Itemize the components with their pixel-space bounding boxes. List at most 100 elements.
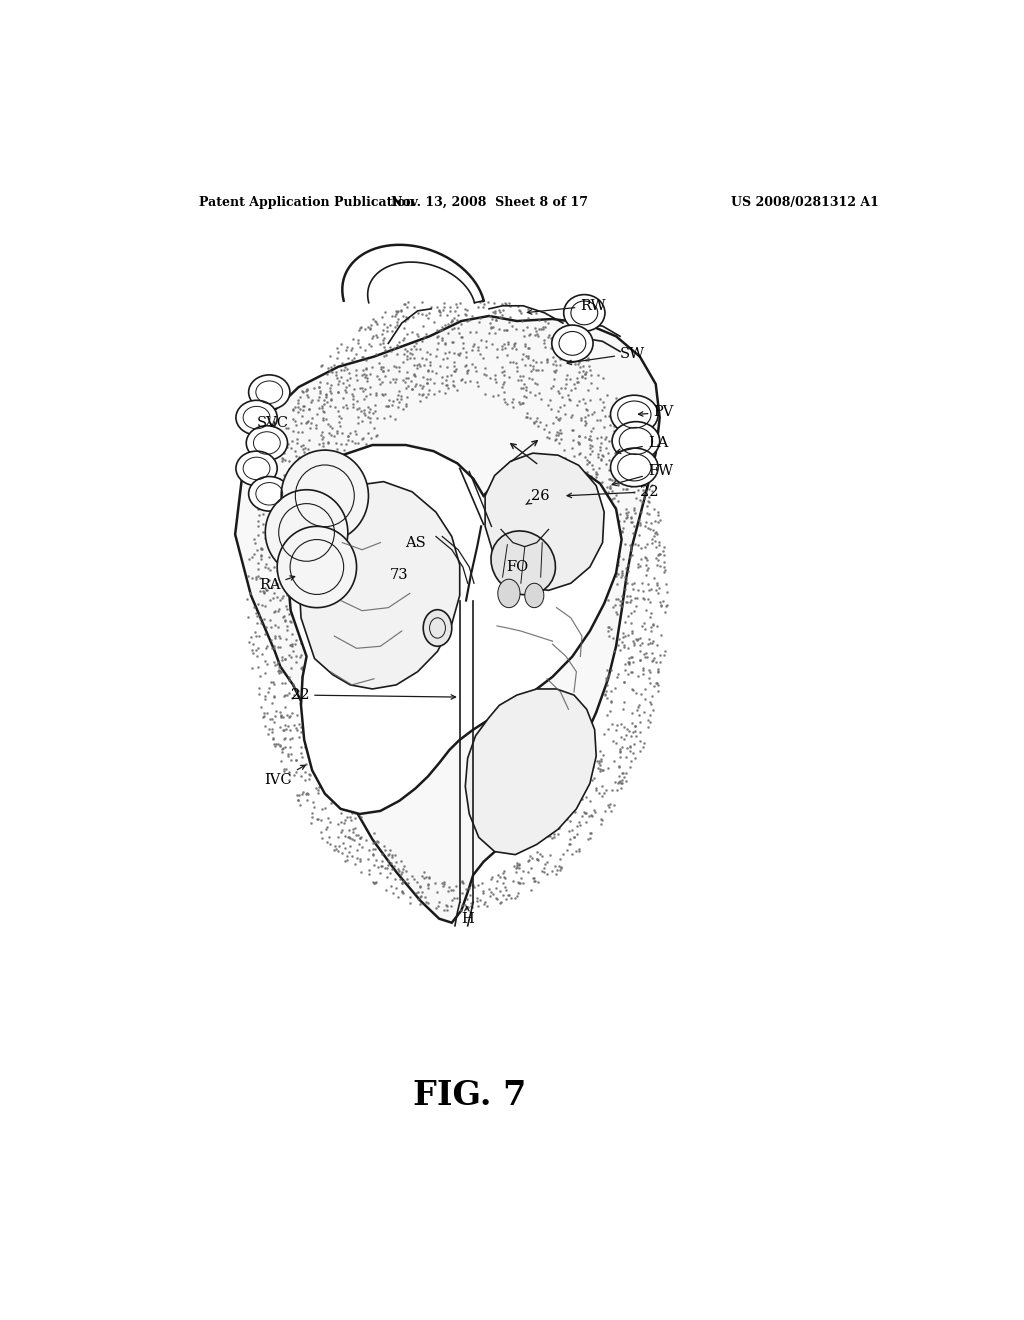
Point bbox=[590, 758, 606, 779]
Point bbox=[612, 741, 629, 762]
Point bbox=[573, 789, 590, 810]
Point bbox=[270, 733, 287, 754]
Point bbox=[621, 606, 637, 627]
Point bbox=[623, 507, 639, 528]
Point bbox=[445, 342, 462, 363]
Point bbox=[634, 632, 650, 653]
Point bbox=[582, 502, 598, 523]
Point bbox=[352, 337, 369, 358]
Point bbox=[643, 616, 659, 638]
Point bbox=[398, 869, 415, 890]
Point bbox=[560, 834, 577, 855]
Point bbox=[446, 308, 463, 329]
Point bbox=[263, 490, 280, 511]
Point bbox=[256, 623, 272, 644]
Point bbox=[296, 455, 312, 477]
Point bbox=[285, 399, 301, 420]
Point bbox=[540, 326, 556, 347]
Point bbox=[360, 396, 377, 417]
Point bbox=[328, 467, 344, 488]
Point bbox=[398, 378, 415, 399]
Point bbox=[375, 319, 391, 341]
Point bbox=[460, 360, 476, 381]
Point bbox=[625, 678, 641, 700]
Point bbox=[616, 729, 633, 750]
Point bbox=[286, 684, 302, 705]
Point bbox=[246, 543, 262, 564]
Point bbox=[313, 546, 330, 568]
Point bbox=[464, 339, 480, 360]
Point bbox=[553, 422, 569, 444]
Text: SW: SW bbox=[567, 347, 645, 364]
Point bbox=[445, 356, 462, 378]
Point bbox=[297, 576, 313, 597]
Point bbox=[432, 304, 449, 325]
Point bbox=[333, 334, 349, 355]
Point bbox=[414, 304, 430, 325]
Point bbox=[638, 643, 654, 664]
Point bbox=[437, 370, 454, 391]
Point bbox=[581, 490, 597, 511]
Point bbox=[301, 768, 317, 789]
Point bbox=[458, 342, 474, 363]
Point bbox=[602, 541, 618, 562]
Point bbox=[292, 628, 308, 649]
Point bbox=[520, 298, 537, 319]
Point bbox=[643, 602, 659, 623]
Point bbox=[314, 772, 331, 793]
Point bbox=[248, 568, 264, 589]
Point bbox=[313, 754, 330, 775]
Point bbox=[278, 685, 294, 706]
Point bbox=[543, 338, 559, 359]
Point bbox=[294, 380, 310, 401]
Point bbox=[312, 696, 329, 717]
Point bbox=[502, 296, 518, 317]
Point bbox=[388, 312, 404, 333]
Point bbox=[657, 574, 674, 595]
Point bbox=[578, 787, 594, 808]
Point bbox=[512, 300, 528, 321]
Point bbox=[494, 294, 510, 315]
Point bbox=[626, 632, 642, 653]
Point bbox=[463, 892, 479, 913]
Point bbox=[285, 673, 301, 694]
Point bbox=[645, 615, 662, 636]
Point bbox=[646, 568, 663, 589]
Point bbox=[622, 447, 638, 469]
Point bbox=[408, 331, 424, 352]
Point bbox=[578, 414, 594, 436]
Point bbox=[318, 818, 335, 840]
Point bbox=[340, 347, 356, 368]
Point bbox=[627, 533, 643, 554]
Point bbox=[460, 896, 476, 917]
Point bbox=[415, 384, 431, 405]
Point bbox=[424, 360, 440, 381]
Point bbox=[497, 876, 513, 898]
Point bbox=[532, 843, 549, 865]
Point bbox=[290, 389, 306, 411]
Point bbox=[501, 884, 517, 906]
Point bbox=[282, 705, 298, 726]
Point bbox=[546, 368, 562, 389]
Point bbox=[451, 345, 467, 366]
Point bbox=[299, 680, 315, 701]
Point bbox=[478, 337, 495, 358]
Point bbox=[270, 442, 287, 463]
Point bbox=[593, 748, 609, 770]
Point bbox=[648, 521, 665, 543]
Point bbox=[632, 642, 648, 663]
Point bbox=[628, 725, 644, 746]
Point bbox=[294, 609, 310, 630]
Point bbox=[641, 487, 657, 508]
Point bbox=[536, 333, 552, 354]
Point bbox=[310, 722, 327, 743]
Point bbox=[316, 491, 333, 512]
Point bbox=[483, 869, 500, 890]
Point bbox=[615, 418, 632, 440]
Point bbox=[308, 579, 325, 601]
Point bbox=[244, 657, 260, 678]
Point bbox=[573, 341, 590, 362]
Point bbox=[278, 486, 294, 507]
Point bbox=[297, 701, 313, 722]
Point bbox=[618, 771, 635, 792]
